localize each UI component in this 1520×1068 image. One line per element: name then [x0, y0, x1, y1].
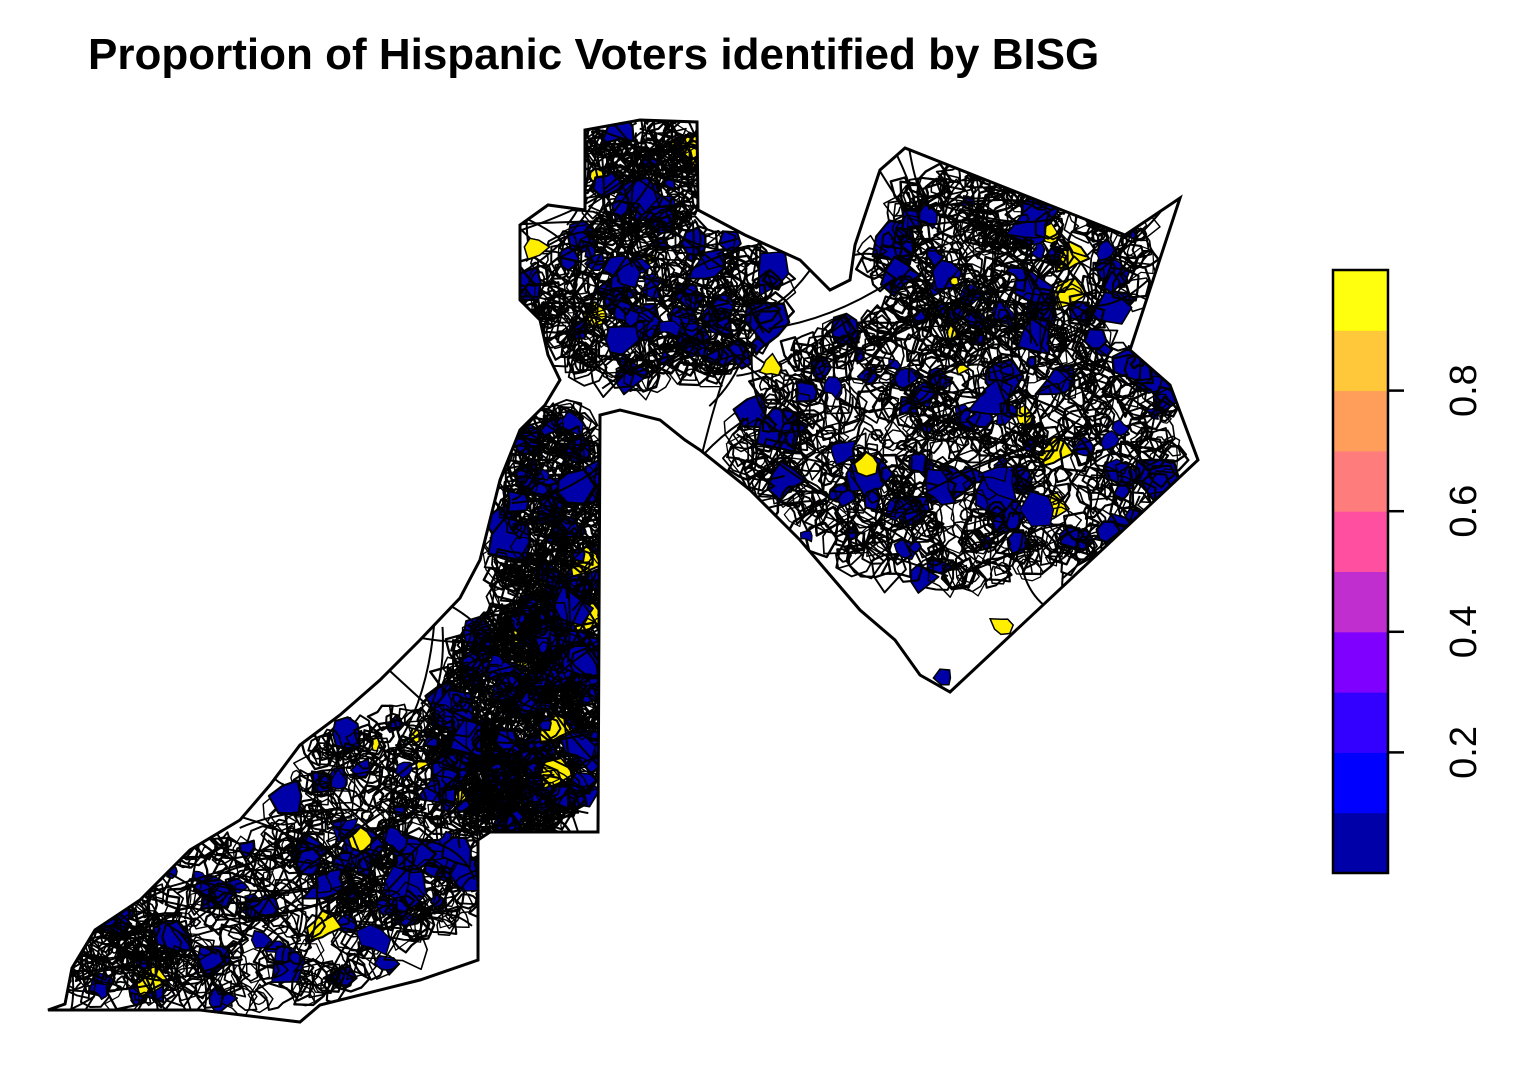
legend-tick-label: 0.8: [1443, 364, 1485, 417]
legend-bin: [1333, 511, 1388, 572]
legend-bin: [1333, 390, 1388, 452]
legend-bin: [1333, 571, 1388, 633]
legend-color-bins: [1333, 270, 1388, 874]
legend-ticks: 0.2 0.4 0.6 0.8: [1388, 364, 1485, 779]
legend-tick-label: 0.2: [1443, 726, 1485, 779]
legend-bin: [1333, 812, 1388, 874]
precinct-boundaries: [48, 120, 1198, 1022]
legend-bin: [1333, 270, 1388, 331]
legend-tick-label: 0.6: [1443, 485, 1485, 538]
region-fill: [48, 120, 1198, 1022]
legend-bin: [1333, 450, 1388, 512]
legend-tick-label: 0.4: [1443, 605, 1485, 658]
legend-frame: [1331, 268, 1390, 875]
map-title: Proportion of Hispanic Voters identified…: [88, 30, 1100, 79]
region-outline: [47, 118, 1200, 1024]
legend-bin: [1333, 631, 1388, 693]
legend-bin: [1333, 330, 1388, 392]
legend-bin: [1333, 692, 1388, 753]
legend-bin: [1333, 752, 1388, 814]
